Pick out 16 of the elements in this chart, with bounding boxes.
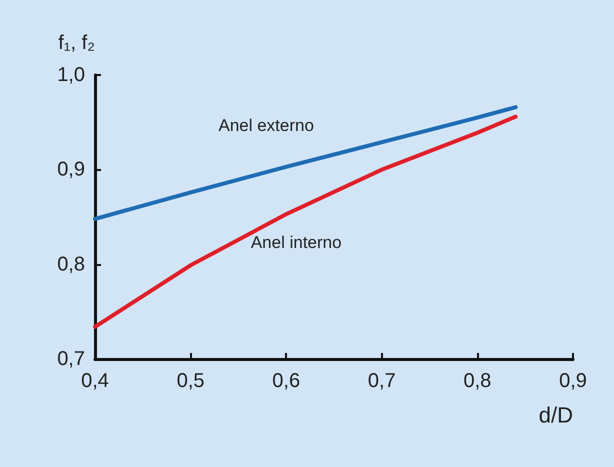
x-tick-label: 0,6	[272, 370, 300, 392]
x-tick-label: 0,7	[368, 370, 396, 392]
line-series	[93, 105, 518, 221]
y-tick-label: 0,9	[57, 158, 85, 181]
x-axis-title: d/D	[538, 402, 573, 428]
x-tick-label: 0,4	[81, 370, 109, 392]
x-tick-label: 0,8	[463, 370, 492, 392]
y-tick-label: 0,7	[57, 348, 85, 370]
series-label: Anel externo	[218, 116, 314, 135]
x-tick-label: 0,5	[176, 370, 205, 392]
series-label: Anel interno	[250, 233, 342, 252]
y-tick-label: 1,0	[57, 64, 85, 86]
x-tick-label: 0,9	[559, 370, 587, 392]
line-series	[93, 114, 518, 329]
y-tick-label: 0,8	[57, 253, 85, 276]
y-axis-title: f₁, f₂	[58, 32, 95, 54]
